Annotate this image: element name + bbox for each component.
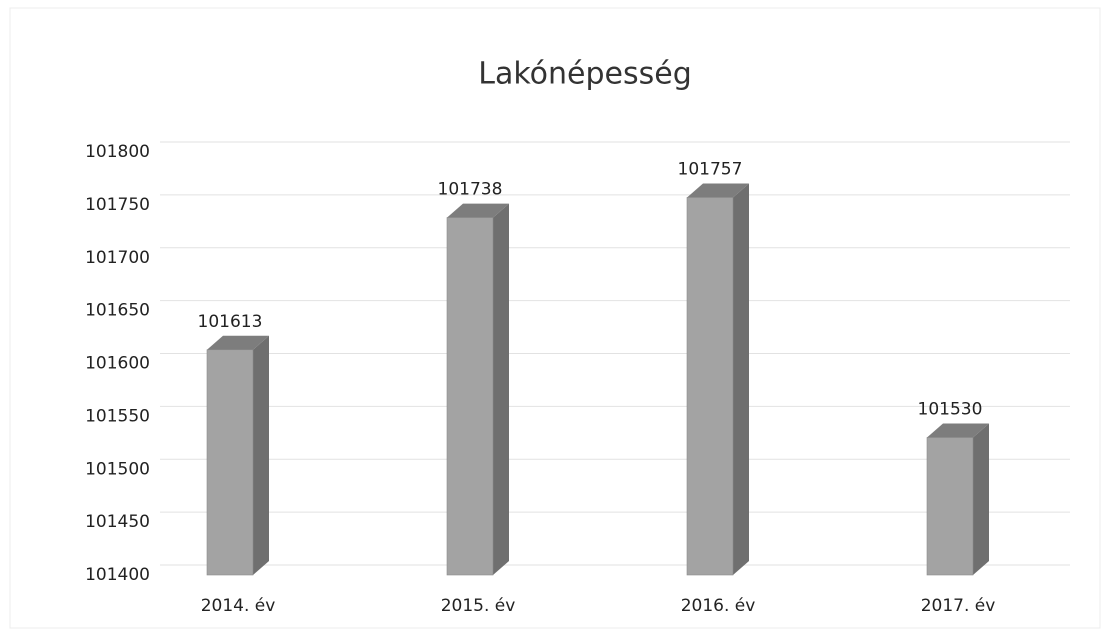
bar-top bbox=[447, 203, 509, 218]
bar bbox=[686, 183, 749, 576]
y-tick-label: 101800 bbox=[85, 142, 150, 162]
bar bbox=[926, 423, 989, 576]
y-tick-label: 101500 bbox=[85, 459, 150, 479]
bar bbox=[206, 335, 269, 576]
chart-frame bbox=[9, 7, 1101, 629]
y-tick-label: 101700 bbox=[85, 248, 150, 268]
bar-side bbox=[733, 183, 749, 575]
bar-side bbox=[493, 203, 509, 575]
bar-top bbox=[927, 423, 989, 438]
y-tick-label: 101650 bbox=[85, 301, 150, 321]
x-tick-label: 2014. év bbox=[201, 596, 276, 616]
y-tick-label: 101600 bbox=[85, 354, 150, 374]
x-tick-label: 2015. év bbox=[441, 596, 516, 616]
y-tick-label: 101750 bbox=[85, 195, 150, 215]
data-label: 101757 bbox=[678, 159, 743, 179]
bar-top bbox=[687, 183, 749, 198]
y-tick-label: 101450 bbox=[85, 512, 150, 532]
bar-front bbox=[686, 197, 734, 576]
bar bbox=[446, 203, 509, 576]
bar-front bbox=[926, 437, 974, 576]
bar-front bbox=[206, 349, 254, 576]
bar-side bbox=[973, 423, 989, 575]
x-tick-label: 2017. év bbox=[921, 596, 996, 616]
y-tick-label: 101400 bbox=[85, 565, 150, 585]
y-tick-label: 101550 bbox=[85, 406, 150, 426]
bar-side bbox=[253, 335, 269, 575]
chart-title: Lakónépesség bbox=[478, 57, 692, 92]
bar-top bbox=[207, 335, 269, 350]
data-label: 101613 bbox=[198, 312, 263, 332]
x-tick-label: 2016. év bbox=[681, 596, 756, 616]
bar-front bbox=[446, 217, 494, 576]
data-label: 101738 bbox=[438, 180, 503, 200]
data-label: 101530 bbox=[918, 400, 983, 420]
